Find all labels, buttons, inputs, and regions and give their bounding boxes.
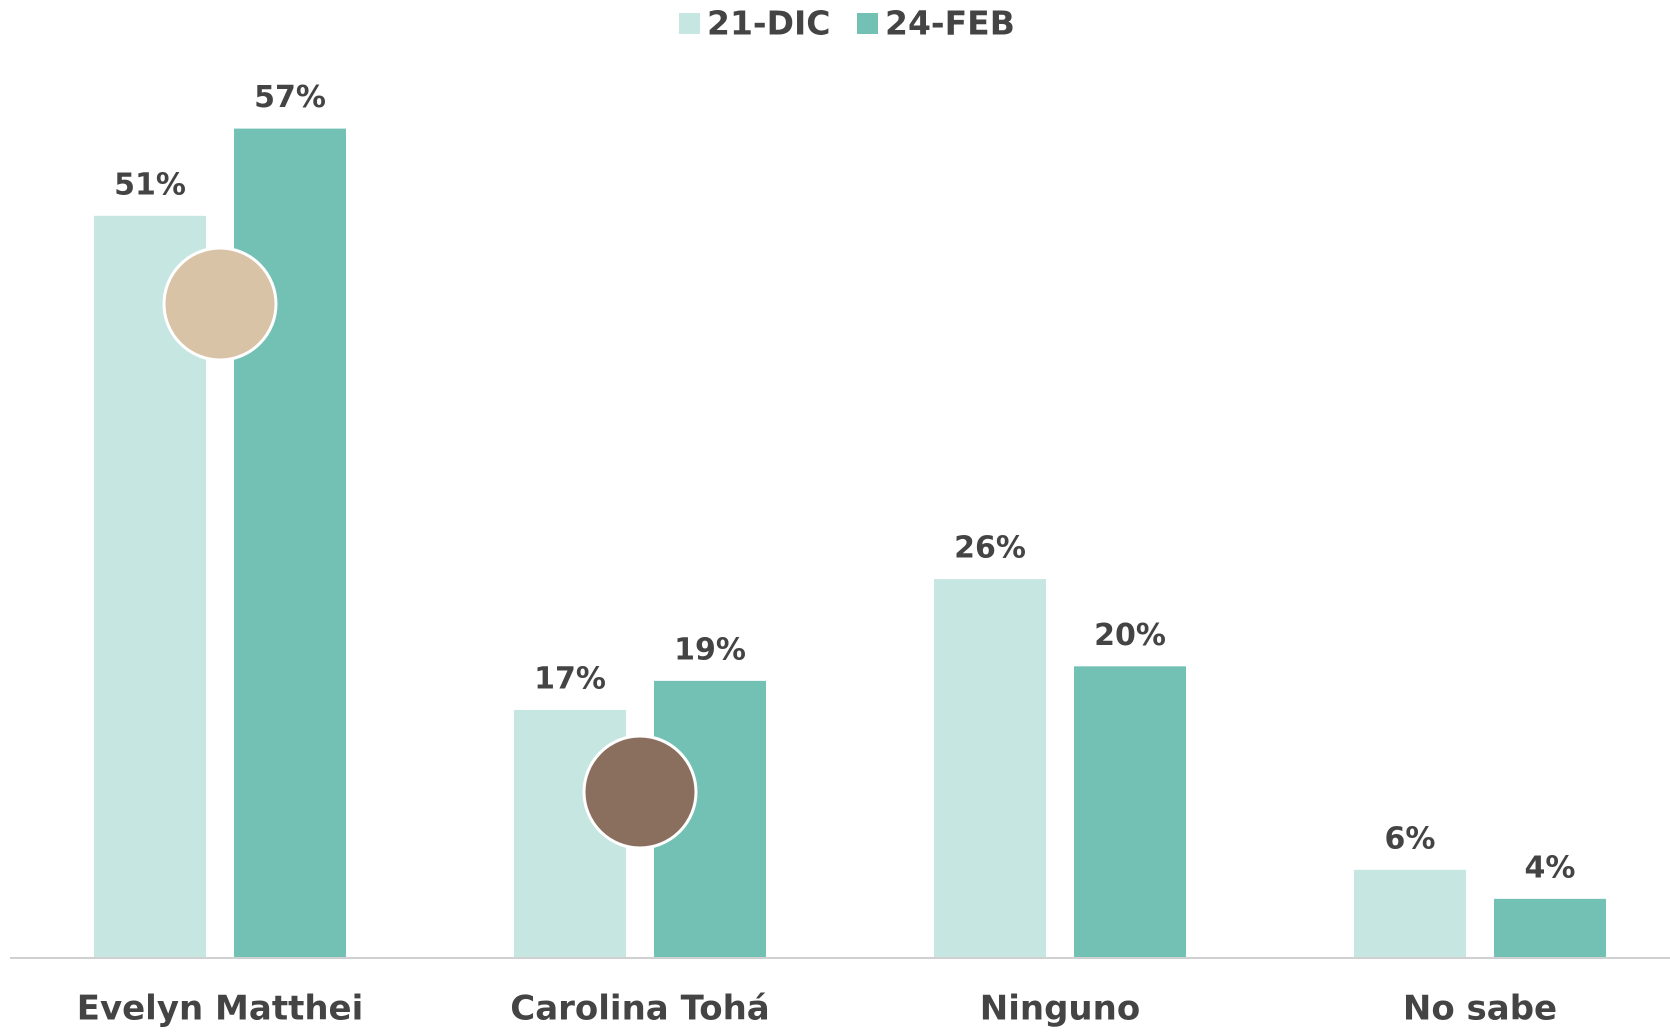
x-tick-label: Carolina Tohá (510, 989, 770, 1029)
data-label: 6% (1385, 821, 1436, 856)
data-label: 57% (254, 80, 326, 115)
bar (1494, 898, 1606, 957)
data-label: 17% (534, 661, 606, 696)
data-label: 26% (954, 531, 1026, 566)
bar (1074, 666, 1186, 957)
bar (934, 579, 1046, 957)
bar (234, 128, 346, 958)
data-label: 20% (1094, 618, 1166, 653)
portrait (582, 734, 698, 850)
data-label: 51% (114, 167, 186, 202)
legend-swatch (679, 13, 700, 34)
data-label: 4% (1525, 850, 1576, 885)
legend-swatch (857, 13, 878, 34)
legend-label: 24-FEB (885, 4, 1015, 43)
data-label: 19% (674, 632, 746, 667)
x-tick-label: No sabe (1403, 989, 1557, 1029)
x-tick-label: Evelyn Matthei (77, 989, 364, 1029)
portrait (162, 246, 278, 362)
x-tick-label: Ninguno (980, 989, 1140, 1029)
legend-label: 21-DIC (707, 4, 831, 43)
bar (1354, 869, 1466, 957)
